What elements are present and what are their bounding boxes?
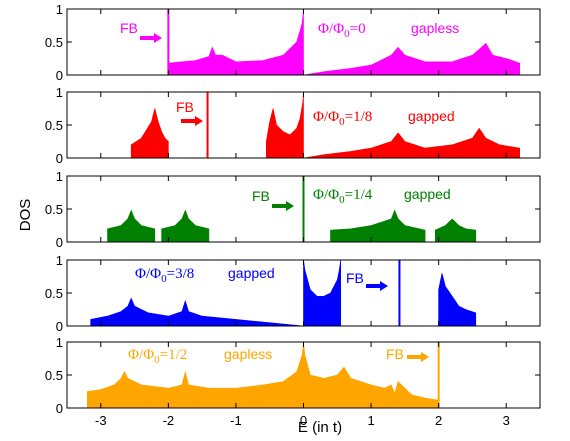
y-tick-label: 1 [56,335,63,350]
y-tick-label: 0.5 [45,202,63,217]
x-axis-label: E (in t) [298,419,342,436]
state-label-2: gapped [408,108,455,124]
dos-band-5-2 [303,341,439,409]
fb-label-2: FB [176,99,194,115]
y-tick-label: 0.5 [45,35,63,50]
dos-band-4-2 [303,259,341,327]
fb-arrow-icon-4 [366,281,388,291]
dos-band-1-2 [303,42,520,76]
state-label-5: gapless [224,346,272,362]
fb-label-5: FB [386,346,404,362]
y-tick-label: 0 [56,319,63,334]
dos-band-2-1 [130,108,169,159]
dos-band-3-2 [161,209,210,243]
x-tick-label: 0 [300,413,307,428]
x-tick-label: -1 [230,413,242,428]
y-tick-label: 1 [56,85,63,100]
y-tick-label: 0 [56,151,63,166]
dos-band-2-3 [303,127,520,159]
state-label-3: gapped [404,186,451,202]
dos-band-5-1 [87,341,304,409]
flux-label-3: Φ/Φ0=1/4 [313,187,373,206]
panel-1: 0 0.5 1 Φ/Φ0=0 gapless FB [45,2,541,83]
y-tick-label: 0 [56,68,63,83]
y-tick-label: 0.5 [45,368,63,383]
y-tick-label: 1 [56,253,63,268]
x-tick-label: -2 [163,413,175,428]
dos-band-4-3 [438,273,477,327]
panel-4: 0 0.5 1 Φ/Φ0=3/8 gapped FB [45,253,541,334]
fb-arrow-icon-5 [407,352,429,362]
dos-band-3-1 [107,209,156,243]
dos-band-1-1 [168,8,304,76]
y-tick-label: 0 [56,235,63,250]
fb-arrow-icon-1 [140,33,162,43]
x-tick-label: 2 [435,413,442,428]
panel-3: 0 0.5 1 Φ/Φ0=1/4 gapped FB [45,169,541,250]
state-label-1: gapless [411,20,459,36]
flux-label-4: Φ/Φ0=3/8 [135,266,194,285]
x-tick-label: -3 [95,413,107,428]
dos-band-3-4 [435,218,477,243]
fb-label-4: FB [346,270,364,286]
state-label-4: gapped [228,265,275,281]
y-tick-label: 0 [56,401,63,416]
panel-5: 0 0.5 1 Φ/Φ0=1/2 gapless FB [45,335,541,416]
flux-label-5: Φ/Φ0=1/2 [128,347,187,366]
y-tick-label: 1 [56,169,63,184]
dos-band-2-2 [266,91,304,159]
y-tick-label: 0.5 [45,118,63,133]
y-tick-label: 1 [56,2,63,17]
dos-band-4-1 [90,297,304,327]
panel-2: 0 0.5 1 Φ/Φ0=1/8 gapped FB [45,85,541,166]
fb-arrow-icon-3 [272,201,294,211]
flux-label-2: Φ/Φ0=1/8 [313,109,372,128]
y-axis-label: DOS [17,199,34,232]
x-tick-label: 3 [503,413,510,428]
x-tick-label: 1 [367,413,374,428]
dos-band-3-3 [330,209,426,243]
y-tick-label: 0.5 [45,286,63,301]
fb-arrow-icon-2 [181,116,203,126]
fb-label-1: FB [120,20,138,36]
flux-label-1: Φ/Φ0=0 [318,21,366,40]
panels-group: 0 0.5 1 Φ/Φ0=0 gapless FB 0 0.5 1 Φ/Φ0=1/8 gapped F… [45,2,541,428]
fb-label-3: FB [252,188,270,204]
